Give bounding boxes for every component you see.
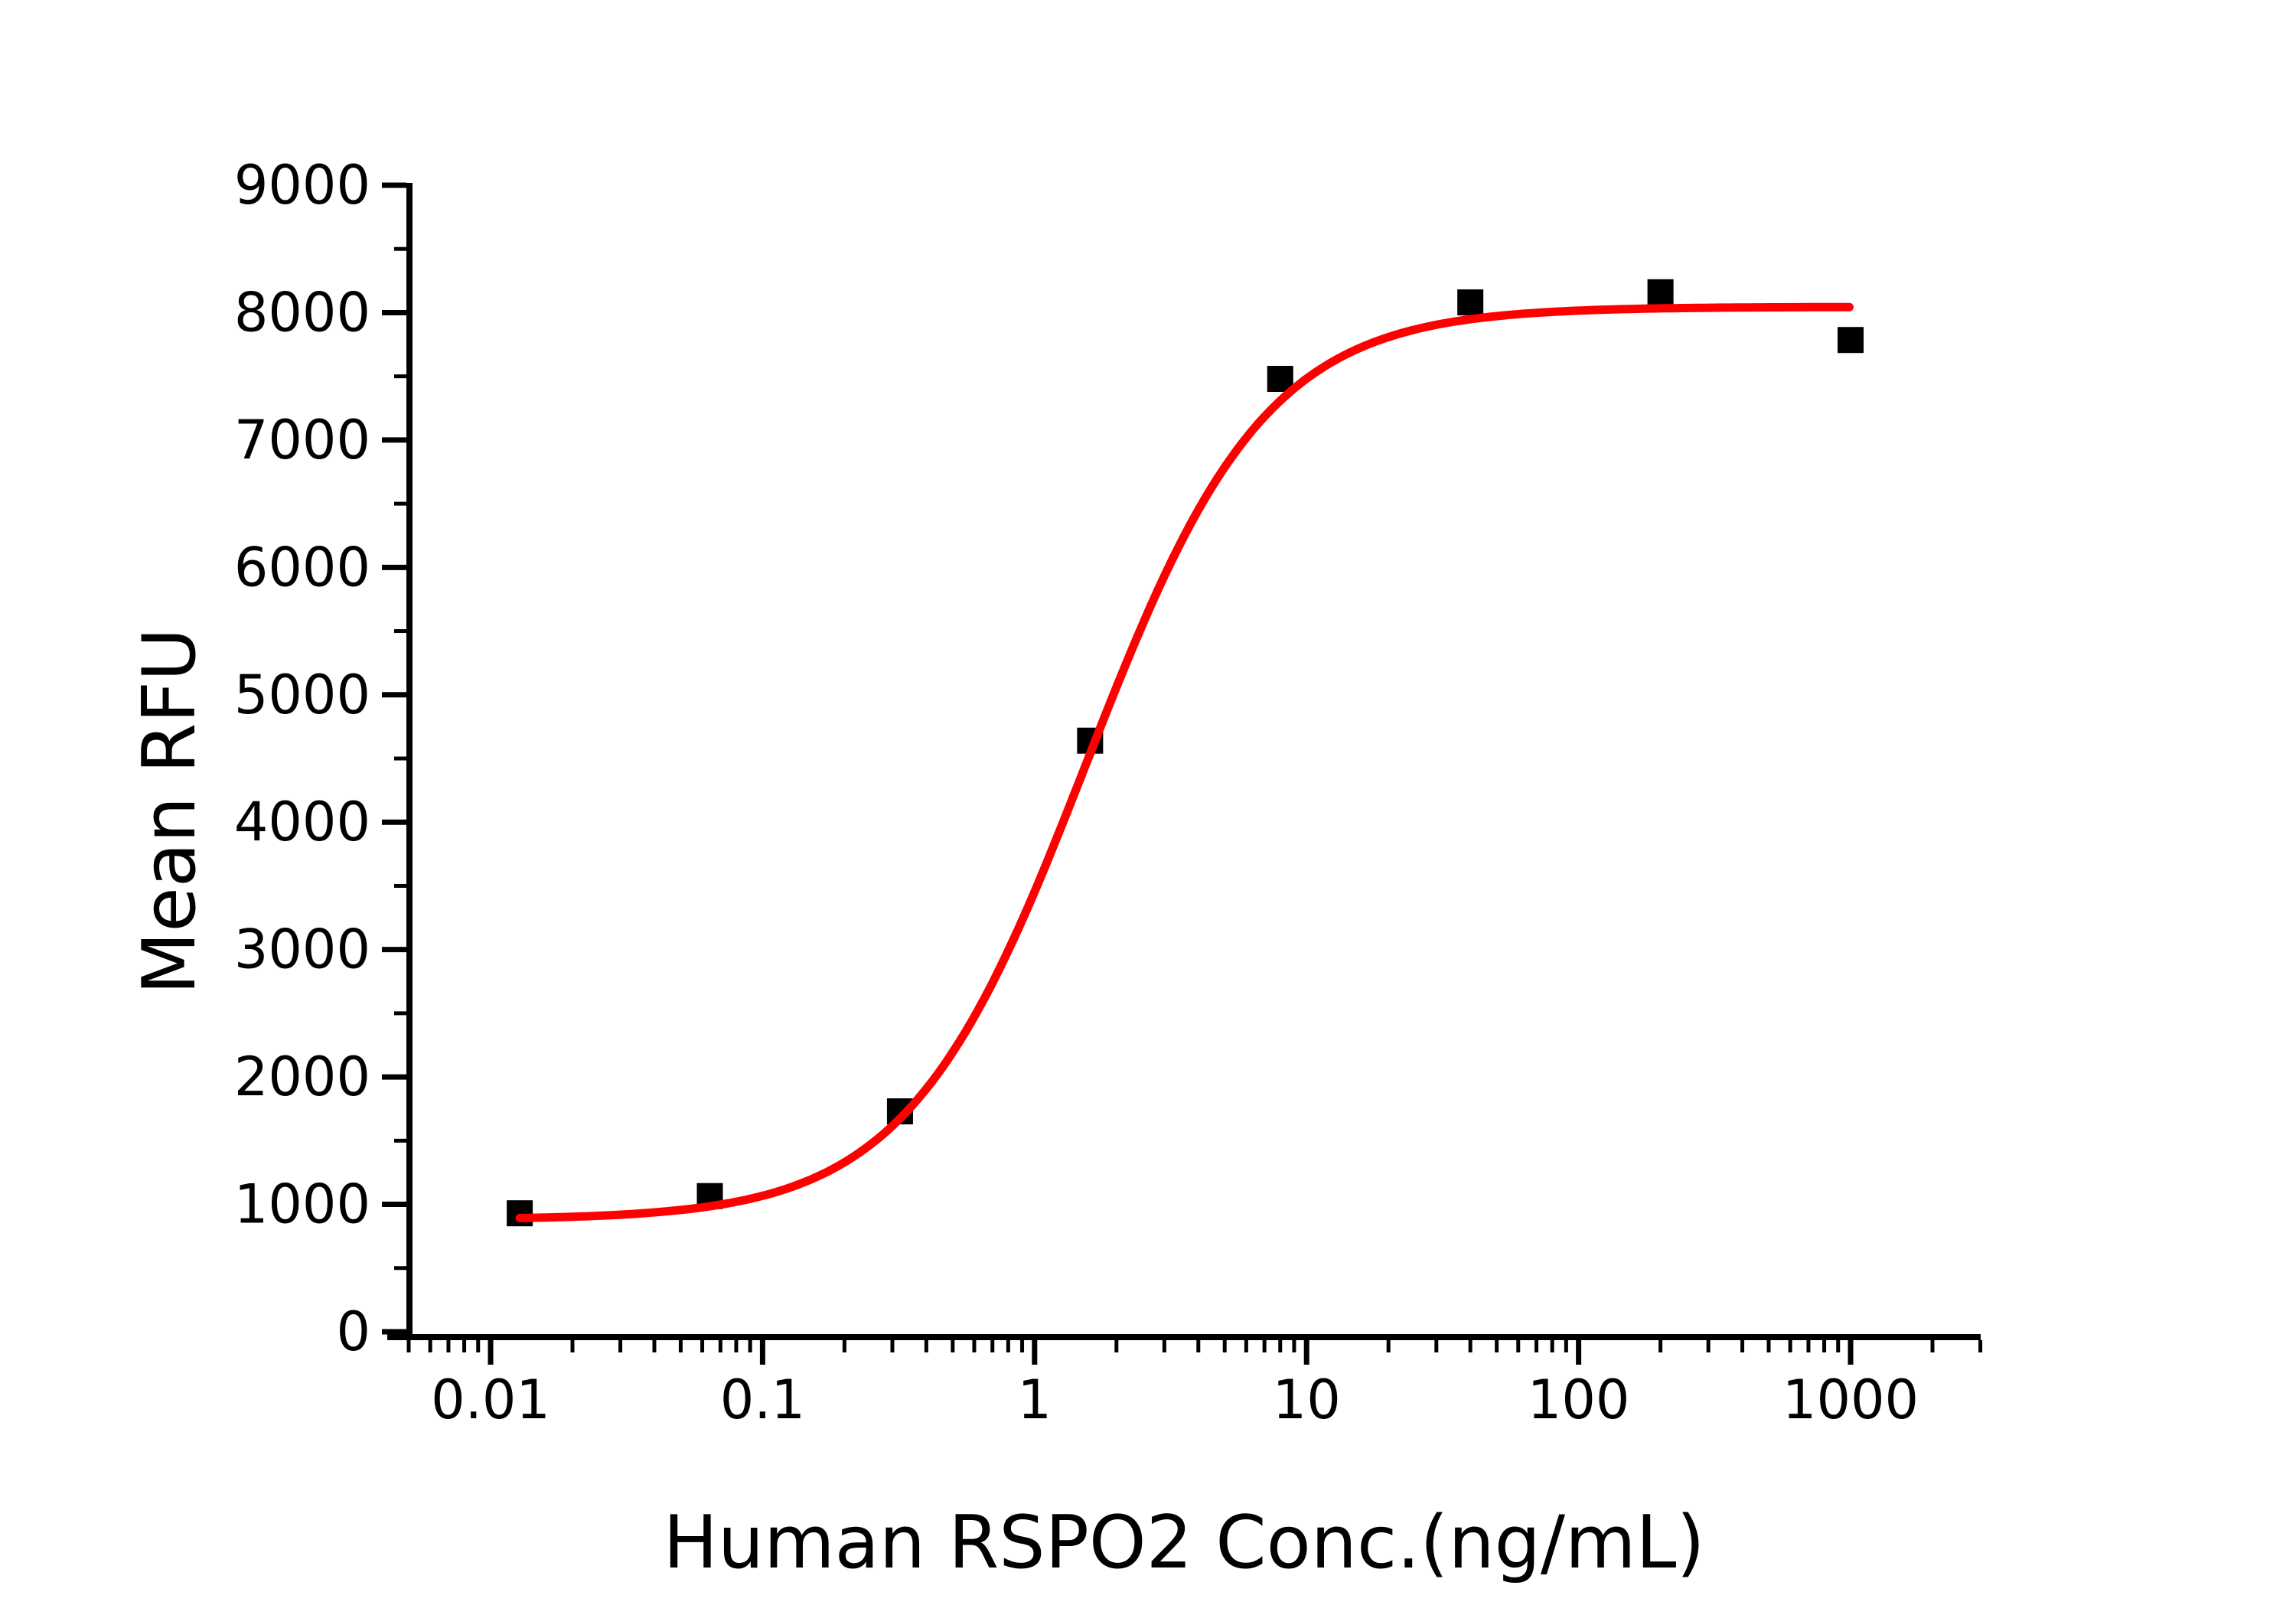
x-tick-label: 100 — [1528, 1368, 1630, 1431]
y-tick-label: 6000 — [234, 536, 370, 599]
data-point-marker — [507, 1200, 533, 1227]
y-tick-label: 5000 — [234, 664, 370, 726]
y-tick-label: 2000 — [234, 1046, 370, 1108]
x-tick-label: 1 — [1018, 1368, 1052, 1431]
y-tick-label: 3000 — [234, 918, 370, 981]
y-tick-label: 1000 — [234, 1173, 370, 1236]
x-axis-title: Human RSPO2 Conc.(ng/mL) — [663, 1501, 1704, 1585]
x-tick-label: 1000 — [1782, 1368, 1919, 1431]
fit-curve-line — [515, 302, 1854, 1222]
y-tick-label: 7000 — [234, 409, 370, 471]
x-tick-label: 0.01 — [431, 1368, 550, 1431]
data-point-marker — [1647, 279, 1674, 305]
x-tick-label: 0.1 — [720, 1368, 805, 1431]
y-axis-title: Mean RFU — [128, 628, 212, 994]
y-tick-label: 8000 — [234, 281, 370, 344]
y-axis: 0 1000 2000 3000 4000 5000 6000 7000 8000 9000 — [234, 154, 413, 1363]
y-tick-label: 0 — [336, 1300, 370, 1363]
x-tick-label: 10 — [1273, 1368, 1341, 1431]
data-point-marker — [1457, 289, 1484, 316]
x-axis: 0.01 0.1 1 10 100 1000 — [387, 1334, 1983, 1431]
y-tick-label: 4000 — [234, 791, 370, 853]
y-tick-label: 9000 — [234, 154, 370, 217]
data-points — [507, 279, 1864, 1227]
data-point-marker — [1838, 327, 1864, 354]
